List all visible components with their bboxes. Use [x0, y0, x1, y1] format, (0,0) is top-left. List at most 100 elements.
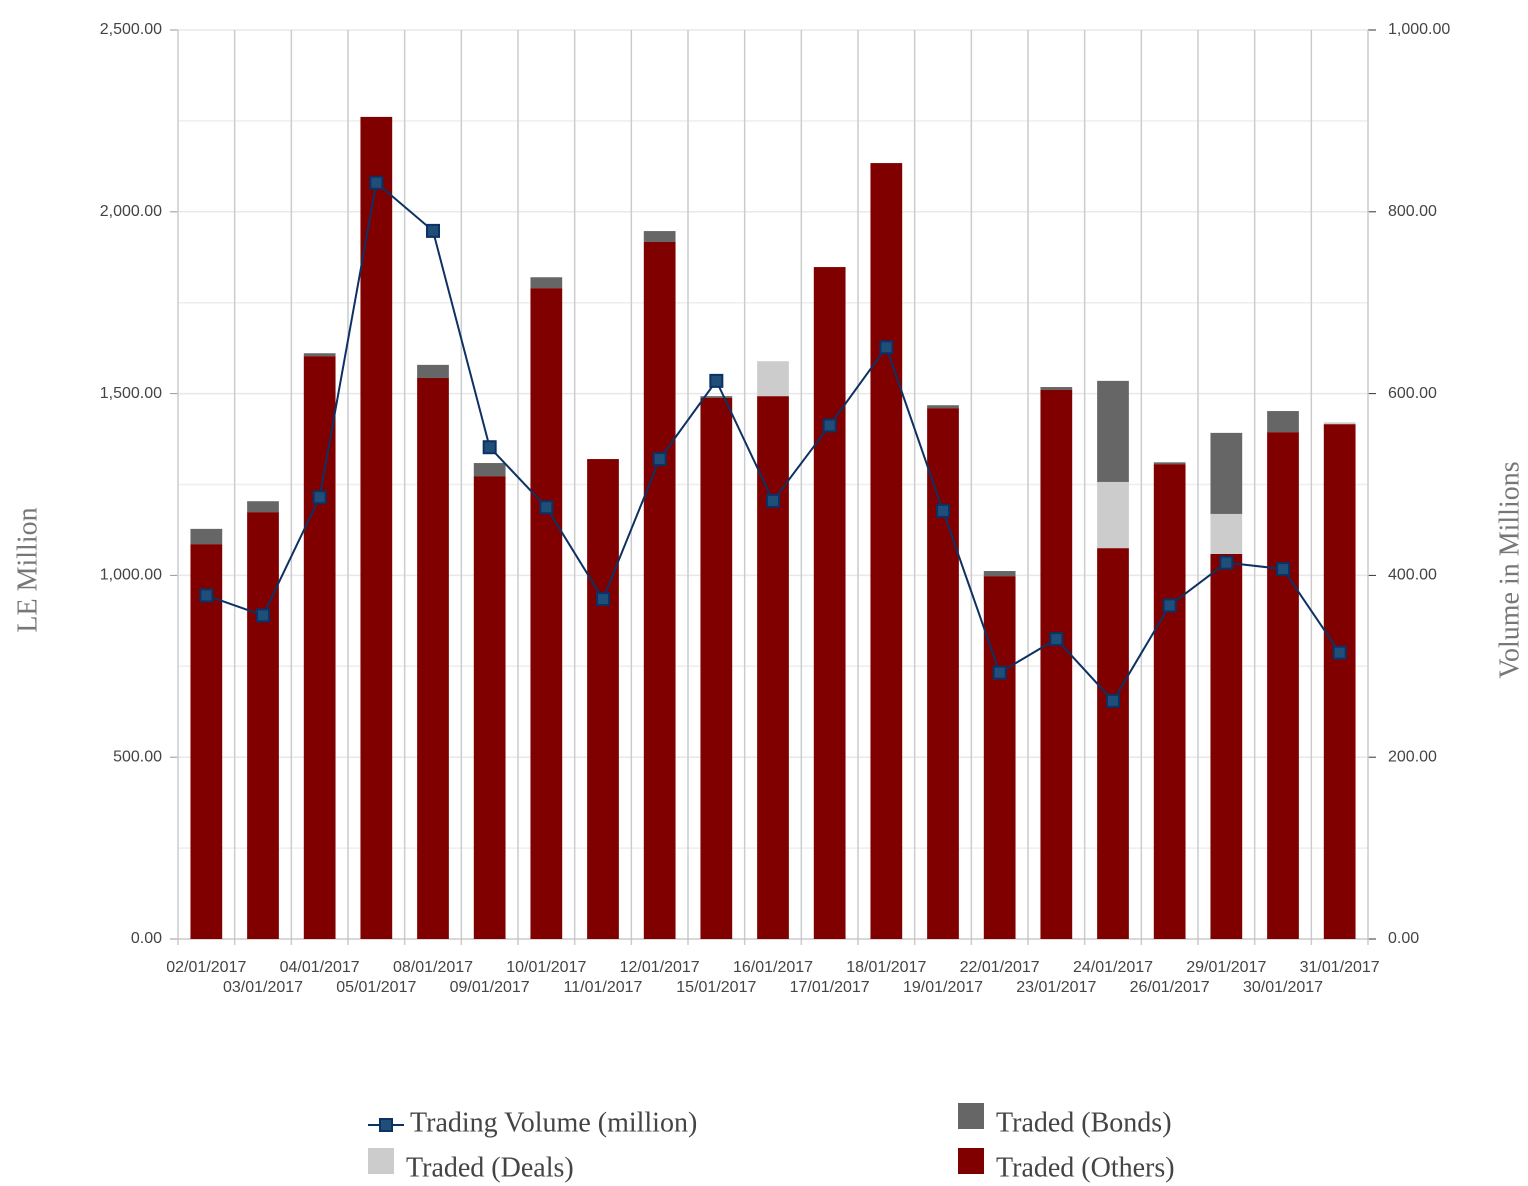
bar-segment	[417, 364, 449, 378]
bar-segment	[417, 377, 449, 939]
legend-swatch	[958, 1148, 984, 1174]
bar-segment	[983, 576, 1016, 939]
bar-segment	[643, 231, 676, 242]
volume-marker	[596, 592, 610, 607]
volume-marker	[652, 452, 667, 467]
x-tick-label: 22/01/2017	[960, 959, 1040, 976]
bar-segment	[1323, 424, 1356, 939]
bar-segment	[530, 277, 563, 289]
legend-label: Traded (Bonds)	[996, 1107, 1172, 1138]
x-tick-label: 05/01/2017	[336, 979, 416, 996]
bar-segment	[1267, 411, 1299, 433]
bar-segment	[1097, 548, 1129, 939]
x-tick-label: 11/01/2017	[564, 979, 643, 996]
y-tick-label: 500.00	[113, 748, 162, 765]
bar-segment	[927, 405, 959, 409]
legend-swatch	[368, 1148, 394, 1174]
y2-axis-title: Volume in Millions	[1494, 461, 1525, 678]
y-tick-label: 1,500.00	[100, 385, 162, 402]
bar-segment	[1153, 464, 1186, 939]
bar-segment	[360, 116, 393, 940]
bar-segment	[927, 408, 959, 939]
y-axis-title: LE Million	[12, 507, 43, 632]
x-tick-label: 24/01/2017	[1073, 959, 1153, 976]
volume-marker	[879, 340, 894, 355]
volume-marker	[1106, 693, 1120, 708]
bar-segment	[813, 267, 846, 939]
bar-segment	[587, 459, 619, 939]
legend-label: Traded (Others)	[996, 1152, 1175, 1183]
x-tick-label: 31/01/2017	[1300, 959, 1380, 976]
bar-segment	[1267, 432, 1299, 939]
y2-tick-label: 0.00	[1388, 930, 1419, 947]
bar-segment	[247, 512, 279, 939]
volume-marker	[539, 500, 554, 515]
bar-segment	[1040, 387, 1073, 390]
x-tick-label: 04/01/2017	[280, 959, 360, 976]
bar-segment	[983, 571, 1016, 577]
volume-marker	[1276, 562, 1290, 577]
bar-segment	[303, 353, 336, 357]
x-tick-label: 26/01/2017	[1130, 979, 1210, 996]
bar-segment	[473, 476, 506, 939]
volume-marker	[256, 608, 270, 623]
bar-segment	[1210, 513, 1243, 554]
x-tick-label: 16/01/2017	[733, 959, 813, 976]
bar-segment	[700, 397, 733, 939]
x-tick-label: 15/01/2017	[676, 979, 756, 996]
legend-label: Traded (Deals)	[406, 1152, 574, 1183]
x-tick-label: 12/01/2017	[620, 959, 700, 976]
bar-segment	[870, 163, 903, 939]
bar-segment	[1097, 380, 1129, 482]
bar-segment	[1210, 432, 1243, 514]
volume-marker	[1219, 555, 1234, 570]
x-tick-label: 09/01/2017	[450, 979, 530, 996]
y2-tick-label: 600.00	[1388, 385, 1437, 402]
volume-marker	[936, 503, 950, 518]
bar-segment	[1210, 553, 1243, 939]
volume-marker	[709, 373, 724, 388]
bar-segment	[1323, 422, 1356, 425]
x-tick-label: 18/01/2017	[846, 959, 926, 976]
bar-segment	[1040, 389, 1073, 939]
volume-marker	[822, 418, 837, 433]
y-tick-label: 2,000.00	[100, 203, 162, 220]
legend-swatch	[958, 1103, 984, 1129]
volume-marker	[482, 440, 497, 455]
bar-segment	[530, 288, 563, 939]
volume-marker	[426, 223, 440, 238]
bar-segment	[190, 544, 223, 939]
volume-marker	[312, 490, 327, 505]
bar-segment	[757, 361, 789, 397]
y-tick-label: 1,000.00	[100, 567, 162, 584]
x-tick-label: 02/01/2017	[166, 959, 246, 976]
y-tick-label: 0.00	[131, 930, 162, 947]
bar-segment	[700, 396, 733, 398]
bar-segment	[247, 501, 279, 513]
bar-segment	[190, 528, 223, 545]
volume-marker	[199, 588, 214, 603]
x-tick-label: 17/01/2017	[790, 979, 870, 996]
x-tick-label: 29/01/2017	[1186, 959, 1266, 976]
bar-segment	[1097, 481, 1129, 549]
volume-marker	[1162, 598, 1177, 613]
x-tick-label: 08/01/2017	[393, 959, 473, 976]
x-tick-label: 03/01/2017	[223, 979, 303, 996]
x-tick-label: 30/01/2017	[1243, 979, 1323, 996]
bar-segment	[643, 241, 676, 939]
x-tick-label: 19/01/2017	[903, 979, 983, 996]
x-tick-label: 10/01/2017	[506, 959, 586, 976]
y-tick-label: 2,500.00	[100, 21, 162, 38]
volume-marker	[1049, 632, 1064, 647]
volume-marker	[992, 665, 1007, 680]
y2-tick-label: 400.00	[1388, 567, 1437, 584]
legend-label: Trading Volume (million)	[410, 1107, 697, 1138]
y2-tick-label: 1,000.00	[1388, 21, 1450, 38]
bar-segment	[303, 356, 336, 940]
volume-marker	[1332, 645, 1347, 660]
volume-marker	[369, 175, 384, 190]
y2-tick-label: 200.00	[1388, 748, 1437, 765]
bar-segment	[473, 463, 506, 477]
y2-tick-label: 800.00	[1388, 203, 1437, 220]
